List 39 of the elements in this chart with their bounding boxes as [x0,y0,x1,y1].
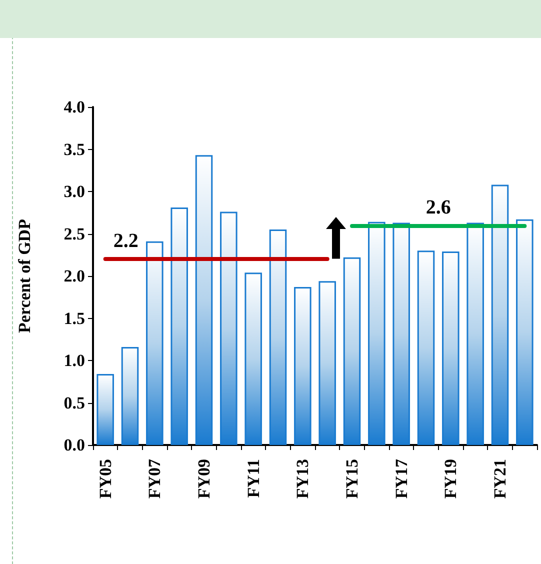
ref-line-label: 2.2 [113,230,138,252]
y-tick-label: 1.0 [64,351,85,370]
ref-line-label: 2.6 [426,196,451,218]
bar [491,184,509,445]
bar [343,257,361,445]
x-tick-label: FY09 [194,459,214,499]
y-tick-label: 1.5 [64,308,85,328]
bar [392,222,410,445]
bar [170,208,188,445]
y-tick-label: 2.5 [64,224,85,244]
x-tick-label: FY15 [342,459,362,499]
y-tick-label: 2.0 [64,266,85,286]
y-tick-label: 3.5 [64,140,85,159]
x-tick-label: FY19 [441,459,460,499]
x-tick-label: FY05 [96,459,115,499]
x-tick-label: FY13 [293,459,312,499]
y-tick-label: 4.0 [64,98,85,116]
bar [516,219,534,445]
bar [466,222,484,445]
bar [244,272,262,445]
x-tick-label: FY07 [145,458,164,499]
bar [146,241,164,445]
x-tick-label: FY17 [392,458,411,499]
bar [220,212,238,445]
bar [195,155,213,445]
bar [318,281,336,445]
x-tick-label: FY11 [244,459,263,498]
bar [96,374,114,445]
bar [269,230,287,445]
x-tick-label: FY21 [490,459,510,499]
y-axis-title: Percent of GDP [15,219,34,333]
bar [121,346,139,445]
y-tick-label: 3.0 [64,182,85,201]
bar [417,250,435,445]
y-tick-label: 0.5 [64,393,85,412]
bar [442,251,460,445]
bar [294,286,312,445]
y-tick-label: 0.0 [64,436,85,454]
bar [368,222,386,445]
